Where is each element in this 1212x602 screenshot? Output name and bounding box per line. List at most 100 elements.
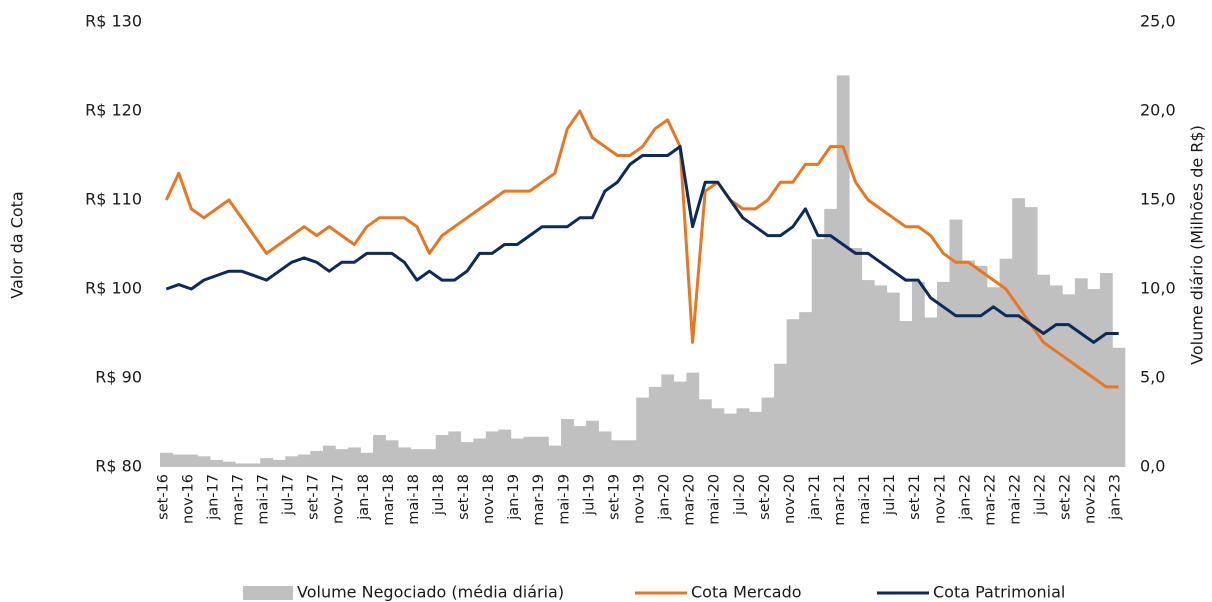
line-series <box>165 145 1119 344</box>
x-tick-label: jan-18 <box>356 474 372 521</box>
volume-bar <box>586 420 599 467</box>
volume-bar <box>673 381 687 467</box>
volume-bar <box>247 463 261 467</box>
y2-tick-label: 10,0 <box>1140 279 1176 298</box>
y-tick-label: R$ 80 <box>95 457 142 476</box>
volume-bar <box>799 312 812 467</box>
volume-bar <box>1112 347 1126 467</box>
x-tick-label: jul-17 <box>281 474 297 516</box>
x-tick-label: jul-18 <box>431 474 447 516</box>
volume-bar <box>648 386 662 467</box>
volume-bar <box>523 436 537 467</box>
x-tick-label: set-22 <box>1058 474 1074 520</box>
x-tick-label: jul-20 <box>732 474 748 516</box>
y2-tick-label: 0,0 <box>1140 457 1165 476</box>
volume-bar <box>573 426 587 467</box>
x-tick-label: jan-20 <box>657 474 673 521</box>
x-tick-label: jan-22 <box>957 474 973 521</box>
volume-bar <box>535 436 549 467</box>
volume-bar <box>360 452 374 467</box>
x-tick-label: mar-20 <box>682 474 698 526</box>
volume-bar <box>498 429 512 467</box>
volume-bar <box>1049 285 1063 467</box>
x-tick-label: mar-21 <box>832 474 848 526</box>
volume-bar <box>849 248 863 467</box>
volume-bar <box>598 431 612 467</box>
x-tick-label: mar-18 <box>381 474 397 526</box>
volume-bar <box>448 431 462 467</box>
x-tick-label: jul-22 <box>1033 474 1049 516</box>
volume-bar <box>749 411 762 467</box>
y-tick-label: R$ 110 <box>85 190 142 209</box>
x-tick-label: mar-22 <box>982 474 998 526</box>
x-tick-label: nov-21 <box>932 474 948 524</box>
volume-bar <box>974 265 988 467</box>
volume-bar <box>698 399 712 467</box>
volume-bar <box>272 459 286 467</box>
x-tick-label: jan-23 <box>1108 474 1124 521</box>
volume-bar <box>185 454 198 467</box>
legend-label: Cota Mercado <box>691 583 802 602</box>
volume-bar <box>786 319 800 467</box>
volume-bar <box>160 452 173 467</box>
x-tick-label: mai-18 <box>406 474 422 525</box>
volume-bar <box>398 447 411 467</box>
volume-bar <box>899 321 913 467</box>
volume-bar <box>949 219 963 467</box>
y-tick-label: R$ 130 <box>85 12 142 31</box>
x-tick-label: nov-19 <box>632 474 648 524</box>
x-tick-label: nov-16 <box>180 474 196 524</box>
volume-bar <box>548 445 562 467</box>
y2-tick-label: 5,0 <box>1140 368 1165 387</box>
volume-bar <box>924 317 938 467</box>
volume-bar <box>210 459 223 467</box>
x-tick-label: nov-17 <box>331 474 347 524</box>
volume-bar <box>222 461 236 467</box>
legend-label: Volume Negociado (média diária) <box>297 583 564 602</box>
x-tick-label: jan-17 <box>205 474 221 521</box>
legend-label: Cota Patrimonial <box>933 583 1065 602</box>
line-series <box>164 109 1119 389</box>
volume-bar <box>385 440 399 467</box>
volume-bar <box>423 449 437 467</box>
x-tick-label: jan-19 <box>506 474 522 521</box>
volume-bar <box>836 75 850 468</box>
volume-bar <box>937 281 950 467</box>
volume-bar <box>761 397 775 467</box>
volume-bar <box>686 372 700 467</box>
volume-bar <box>310 450 324 467</box>
volume-bar <box>711 408 725 467</box>
x-tick-label: mai-22 <box>1007 474 1023 525</box>
x-tick-label: set-16 <box>155 474 171 520</box>
volume-bar <box>874 285 888 467</box>
volume-bar <box>661 374 675 467</box>
volume-bar <box>473 438 487 467</box>
volume-bar <box>623 440 637 467</box>
volume-bar <box>962 260 975 467</box>
volume-bar <box>1074 278 1088 467</box>
x-tick-label: mai-19 <box>556 474 572 525</box>
volume-bar <box>987 287 1000 467</box>
x-tick-label: jul-21 <box>882 474 898 516</box>
volume-bar <box>1037 274 1051 467</box>
volume-bar <box>510 438 524 467</box>
volume-bar <box>611 440 625 467</box>
volume-bar <box>911 281 925 467</box>
x-tick-label: set-17 <box>306 474 322 520</box>
x-tick-label: nov-22 <box>1083 474 1099 524</box>
y-axis-label: Valor da Cota <box>8 191 27 299</box>
volume-bar <box>1012 198 1026 467</box>
y2-tick-label: 15,0 <box>1140 190 1176 209</box>
volume-bar <box>561 418 574 467</box>
volume-bar <box>172 454 186 467</box>
x-tick-label: mar-19 <box>531 474 547 526</box>
volume-bar <box>1024 207 1038 467</box>
x-tick-label: set-19 <box>606 474 622 520</box>
volume-bar <box>335 449 349 467</box>
y-tick-label: R$ 100 <box>85 279 142 298</box>
volume-bar <box>886 292 900 467</box>
y2-axis-label: Volume diário (Milhões de R$) <box>1188 125 1207 365</box>
x-tick-label: nov-18 <box>481 474 497 524</box>
volume-bar <box>297 454 311 467</box>
